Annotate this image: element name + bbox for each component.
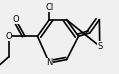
Text: N: N — [46, 58, 53, 67]
Text: O: O — [12, 15, 19, 24]
Text: S: S — [97, 42, 102, 51]
Text: Cl: Cl — [45, 3, 54, 12]
Text: O: O — [5, 32, 12, 41]
